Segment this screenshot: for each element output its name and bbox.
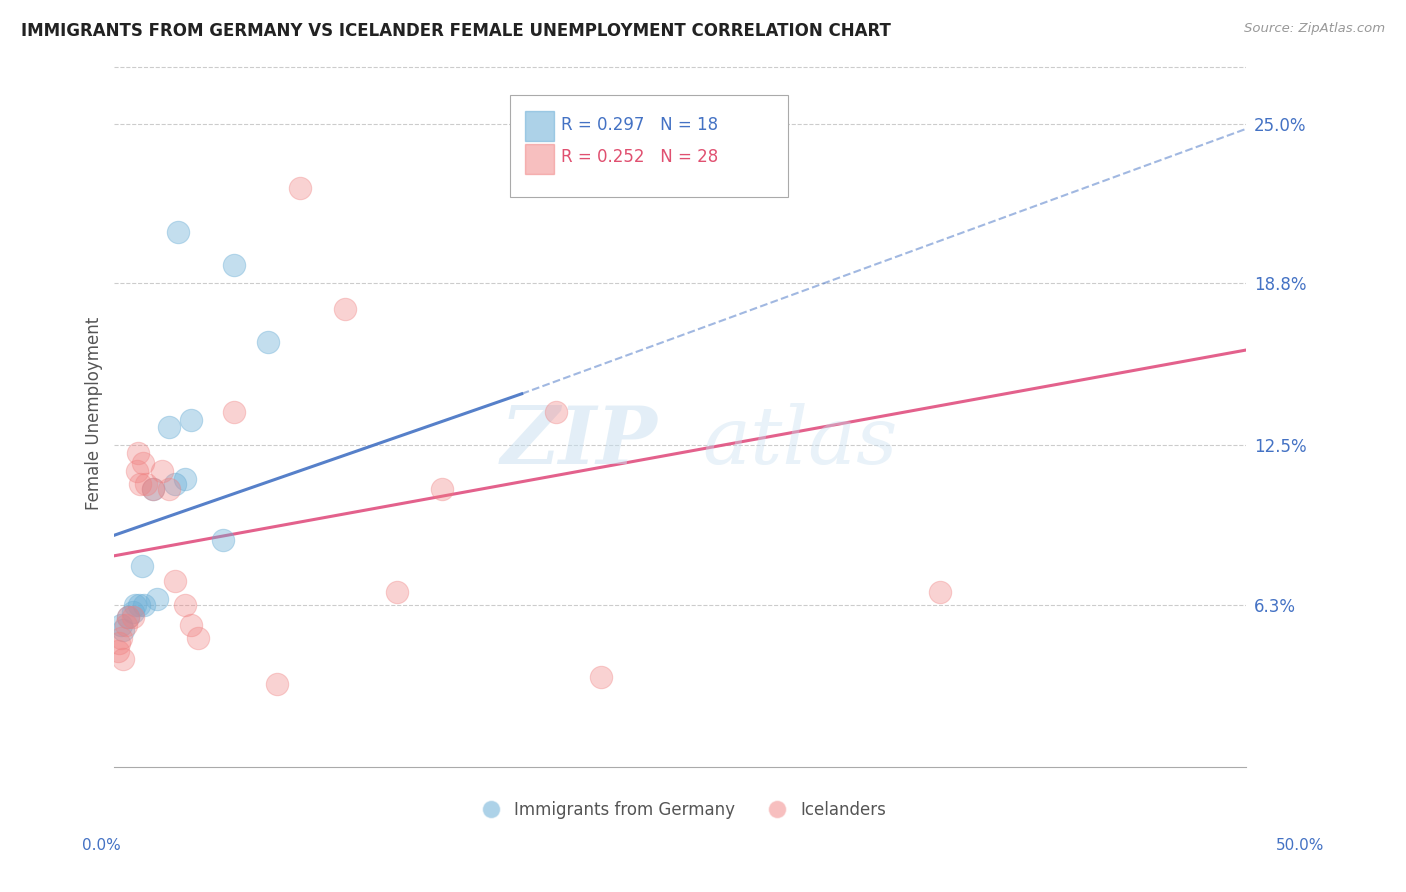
FancyBboxPatch shape xyxy=(510,95,787,197)
Point xyxy=(129,476,152,491)
Point xyxy=(131,559,153,574)
Point xyxy=(132,598,155,612)
Point xyxy=(124,598,146,612)
Point xyxy=(128,598,150,612)
Point xyxy=(107,644,129,658)
Point xyxy=(142,482,165,496)
Point xyxy=(589,670,612,684)
Point xyxy=(135,476,157,491)
Point xyxy=(108,636,131,650)
Point xyxy=(224,405,246,419)
Point xyxy=(335,301,357,316)
Y-axis label: Female Unemployment: Female Unemployment xyxy=(86,317,103,509)
Point xyxy=(173,472,195,486)
Point xyxy=(432,482,454,496)
Text: ZIP: ZIP xyxy=(501,402,658,480)
Point xyxy=(157,420,180,434)
Point xyxy=(110,631,132,645)
Point xyxy=(180,412,202,426)
Text: 0.0%: 0.0% xyxy=(82,838,121,854)
Point xyxy=(146,592,169,607)
FancyBboxPatch shape xyxy=(524,145,554,174)
Point xyxy=(121,610,143,624)
Point xyxy=(288,181,311,195)
Text: Source: ZipAtlas.com: Source: ZipAtlas.com xyxy=(1244,22,1385,36)
Point xyxy=(117,610,139,624)
Point xyxy=(117,610,139,624)
Point xyxy=(165,574,187,589)
Point xyxy=(212,533,235,548)
Point xyxy=(121,605,143,619)
Text: atlas: atlas xyxy=(703,402,898,480)
Legend: Immigrants from Germany, Icelanders: Immigrants from Germany, Icelanders xyxy=(467,794,893,825)
Point xyxy=(173,598,195,612)
Point xyxy=(125,464,148,478)
Point xyxy=(224,258,246,272)
Point xyxy=(180,618,202,632)
Point xyxy=(544,405,567,419)
Point xyxy=(266,677,288,691)
Point xyxy=(165,476,187,491)
Point xyxy=(929,584,952,599)
Point xyxy=(150,464,173,478)
Point xyxy=(157,482,180,496)
Text: R = 0.297   N = 18: R = 0.297 N = 18 xyxy=(561,116,718,134)
Point xyxy=(112,624,135,638)
Point xyxy=(387,584,409,599)
FancyBboxPatch shape xyxy=(524,112,554,141)
Point xyxy=(110,618,132,632)
Point xyxy=(187,631,209,645)
Point xyxy=(142,482,165,496)
Point xyxy=(112,651,135,665)
Text: IMMIGRANTS FROM GERMANY VS ICELANDER FEMALE UNEMPLOYMENT CORRELATION CHART: IMMIGRANTS FROM GERMANY VS ICELANDER FEM… xyxy=(21,22,891,40)
Point xyxy=(127,446,149,460)
Text: 50.0%: 50.0% xyxy=(1277,838,1324,854)
Point xyxy=(166,225,188,239)
Point xyxy=(257,335,280,350)
Text: R = 0.252   N = 28: R = 0.252 N = 28 xyxy=(561,148,718,166)
Point xyxy=(131,456,153,470)
Point xyxy=(114,618,136,632)
